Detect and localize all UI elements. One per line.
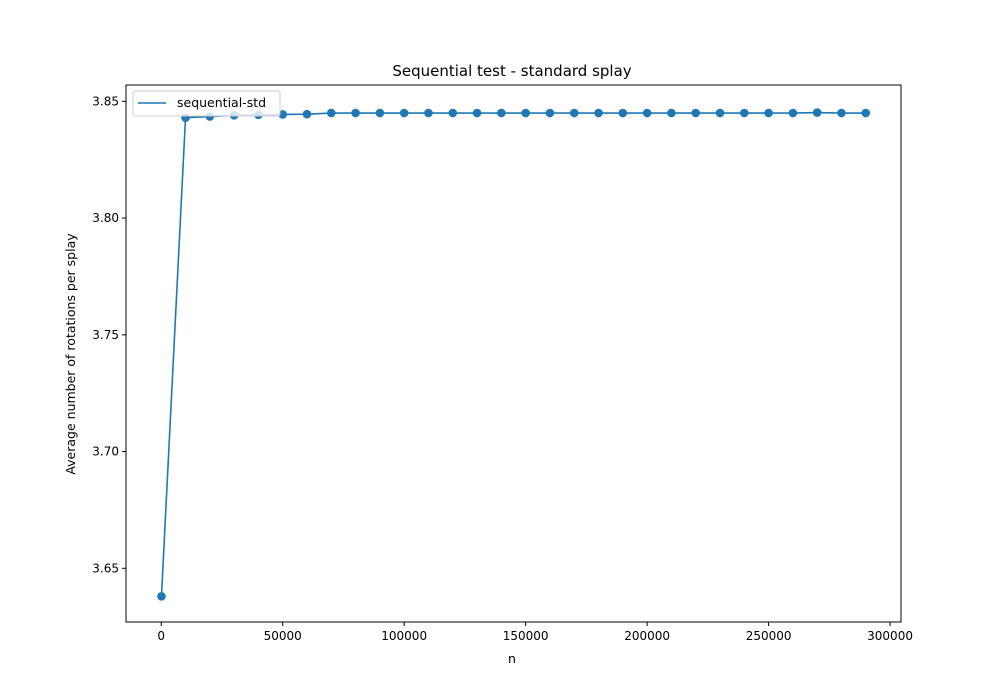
x-axis: 0 50000 100000 150000 200000 250000 300000 <box>157 622 913 643</box>
data-point <box>375 108 385 118</box>
data-point <box>448 108 458 118</box>
y-axis-label: Average number of rotations per splay <box>63 233 78 475</box>
data-point <box>642 108 652 118</box>
data-point <box>861 108 871 118</box>
data-point <box>812 108 822 117</box>
y-tick-label: 3.70 <box>92 445 119 459</box>
x-tick-label: 100000 <box>381 629 427 643</box>
data-point <box>278 110 288 119</box>
data-point <box>837 108 846 118</box>
x-tick-label: 150000 <box>503 629 549 643</box>
data-point <box>691 108 701 118</box>
data-point <box>739 108 749 118</box>
data-point <box>399 108 409 118</box>
legend: sequential-std <box>132 90 281 117</box>
x-axis-label: n <box>508 651 516 666</box>
data-point <box>569 108 579 118</box>
data-point <box>545 108 555 118</box>
data-point <box>715 108 725 118</box>
y-tick-label: 3.80 <box>92 211 119 225</box>
data-point <box>326 108 336 118</box>
chart-title: Sequential test - standard splay <box>392 62 631 80</box>
data-point <box>472 108 482 118</box>
data-point <box>618 108 628 118</box>
x-tick-label: 200000 <box>624 629 670 643</box>
data-point <box>157 592 166 601</box>
y-axis: 3.65 3.70 3.75 3.80 3.85 <box>92 94 126 575</box>
legend-box <box>132 90 281 117</box>
data-point <box>351 108 360 118</box>
legend-label-sequential-std: sequential-std <box>177 95 266 110</box>
data-point <box>424 108 433 118</box>
y-tick-label: 3.75 <box>92 328 119 342</box>
data-point <box>667 108 676 118</box>
data-point <box>497 108 506 118</box>
x-tick-label: 250000 <box>746 629 792 643</box>
plot-frame <box>125 84 902 623</box>
y-tick-label: 3.85 <box>92 94 119 108</box>
x-tick-label: 50000 <box>264 629 302 643</box>
data-point <box>302 109 312 119</box>
x-tick-label: 300000 <box>867 629 913 643</box>
data-point <box>788 108 798 118</box>
data-point <box>521 108 530 118</box>
y-tick-label: 3.65 <box>92 561 119 575</box>
data-point <box>594 108 603 118</box>
x-tick-label: 0 <box>157 629 165 643</box>
data-point <box>764 108 773 118</box>
